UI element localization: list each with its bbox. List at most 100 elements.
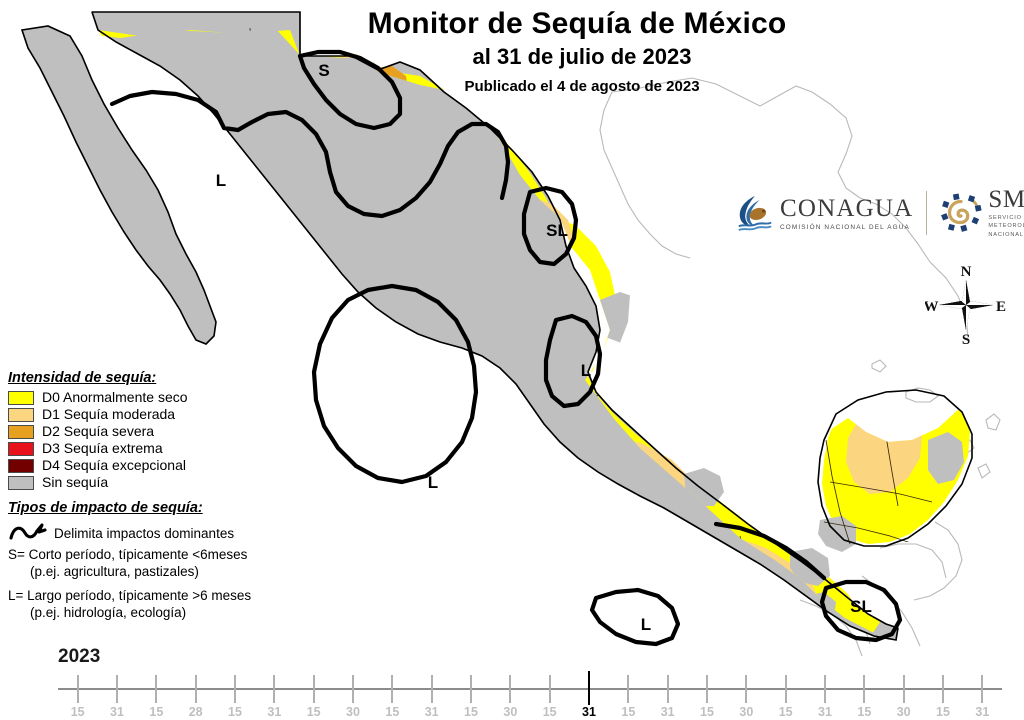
timeline-tick-day: 15 [464,705,478,719]
timeline-tick-mark [509,675,512,703]
legend-impact-heading: Tipos de impacto de sequía: [8,500,203,516]
timeline: 2023 15ENE31ENE15FEB28FEB15MAR31MAR15ABR… [0,646,1024,720]
timeline-tick-day: 15 [778,705,793,719]
timeline-tick-mark [588,671,590,705]
smn-tagline: SERVICIO METEOROLÓGICO NACIONAL [988,214,1024,238]
timeline-tick-labels: 30ABR [331,705,375,720]
timeline-tick-mark [273,675,276,703]
legend-label-no-drought: Sin sequía [42,474,109,490]
swatch-no-drought [8,475,34,490]
national-outline [20,11,973,641]
legend-short-line1: S= Corto período, típicamente <6meses [8,547,248,562]
legend-squiggle-row: Delimita impactos dominantes [8,522,283,544]
timeline-tick-mark [76,675,79,703]
legend-long-impact: L= Largo período, típicamente >6 meses (… [8,587,283,621]
timeline-axis-line [58,688,1002,690]
smn-logo: SMN SERVICIO METEOROLÓGICO NACIONAL [940,187,1024,238]
timeline-tick-mark [902,675,905,703]
timeline-tick-mark [155,675,158,703]
legend-label-d2: D2 Sequía severa [42,423,155,439]
timeline-tick-day: 31 [975,705,990,719]
timeline-tick-mark [194,675,197,703]
legend-item-d0: D0 Anormalmente seco [8,389,283,406]
timeline-tick-day: 31 [582,705,596,719]
impact-delineation-lines [109,49,903,647]
timeline-tick-day: 31 [818,705,832,719]
legend-label-d1: D1 Sequía moderada [42,406,176,422]
timeline-tick-mark [784,675,787,703]
timeline-tick-mark [548,675,551,703]
swatch-d3 [8,441,34,456]
timeline-tick-mark [981,675,984,703]
timeline-tick-mark [312,675,315,703]
legend-item-d4: D4 Sequía excepcional [8,457,283,474]
timeline-tick-labels: 31DIC [960,705,1004,720]
timeline-tick-day: 31 [110,705,124,719]
swatch-d1 [8,407,34,422]
timeline-tick-day: 28 [188,705,203,719]
timeline-tick-day: 31 [660,705,675,719]
timeline-tick-labels: 31MAY [410,705,454,720]
legend-long-line2: (p.ej. hidrología, ecología) [30,605,187,620]
legend-item-no-drought: Sin sequía [8,474,283,491]
logo-divider [926,191,928,235]
timeline-tick-labels: 15ENE [56,705,100,720]
legend-short-impact: S= Corto período, típicamente <6meses (p… [8,546,283,580]
timeline-tick-labels: 15DIC [921,705,965,720]
smn-tagline-line2: METEOROLÓGICO [988,223,1024,230]
timeline-tick-mark [942,675,944,703]
conagua-tagline: COMISIÓN NACIONAL DEL AGUA [780,223,910,231]
timeline-tick-labels: 30SEP [724,705,768,720]
timeline-tick-labels: 15AGO [606,705,650,720]
timeline-tick-labels: 30NOV [882,705,926,720]
smn-wordmark: SMN [988,186,1024,214]
timeline-tick-day: 15 [936,705,950,719]
legend: Intensidad de sequía: D0 Anormalmente se… [8,370,283,621]
timeline-tick-labels: 15OCT [764,705,808,720]
legend-item-d3: D3 Sequía extrema [8,440,283,457]
timeline-tick-mark [116,675,118,703]
timeline-tick-day: 31 [424,705,439,719]
compass-east-label: E [996,299,1006,315]
timeline-tick-labels: 15FEB [134,705,178,720]
timeline-tick-mark [352,675,354,703]
compass-north-label: N [961,264,972,280]
conagua-logo: CONAGUA COMISIÓN NACIONAL DEL AGUA [735,192,913,234]
swatch-d4 [8,458,34,473]
timeline-tick-day: 15 [149,705,164,719]
timeline-tick-mark [627,675,630,703]
timeline-tick-labels: 15SEP [685,705,729,720]
timeline-axis[interactable]: 15ENE31ENE15FEB28FEB15MAR31MAR15ABR30ABR… [58,671,1002,720]
timeline-tick-mark [863,675,866,703]
timeline-tick-mark [706,675,708,703]
legend-squiggle-label: Delimita impactos dominantes [54,525,235,541]
timeline-year-label: 2023 [58,646,101,667]
timeline-tick-labels: 31AGO [646,705,690,720]
smn-tagline-line3: NACIONAL [988,231,1024,238]
timeline-tick-labels: 31ENE [95,705,139,720]
timeline-tick-labels: 31OCT [803,705,847,720]
compass-rose: N S W E [925,262,1007,348]
timeline-tick-labels: 28FEB [174,705,218,720]
timeline-tick-labels: 15MAY [370,705,414,720]
impact-label: L [428,473,438,492]
timeline-tick-mark [470,675,472,703]
timeline-tick-labels: 15NOV [842,705,886,720]
timeline-tick-mark [666,675,669,703]
timeline-tick-day: 15 [542,705,557,719]
conagua-water-icon [738,195,772,231]
timeline-tick-labels: 15JUL [528,705,572,720]
timeline-tick-labels: 15MAR [213,705,257,720]
impact-label: L [641,615,651,634]
legend-label-d3: D3 Sequía extrema [42,440,163,456]
impact-label: L [216,171,226,190]
timeline-tick-labels: 15ABR [292,705,336,720]
legend-short-line2: (p.ej. agricultura, pastizales) [30,564,199,579]
legend-label-d0: D0 Anormalmente seco [42,389,188,405]
smn-spiral-icon [941,193,982,232]
timeline-tick-day: 15 [306,705,321,719]
legend-label-d4: D4 Sequía excepcional [42,457,186,473]
swatch-d0 [8,390,34,405]
legend-impact-rows: Delimita impactos dominantes S= Corto pe… [8,522,283,621]
